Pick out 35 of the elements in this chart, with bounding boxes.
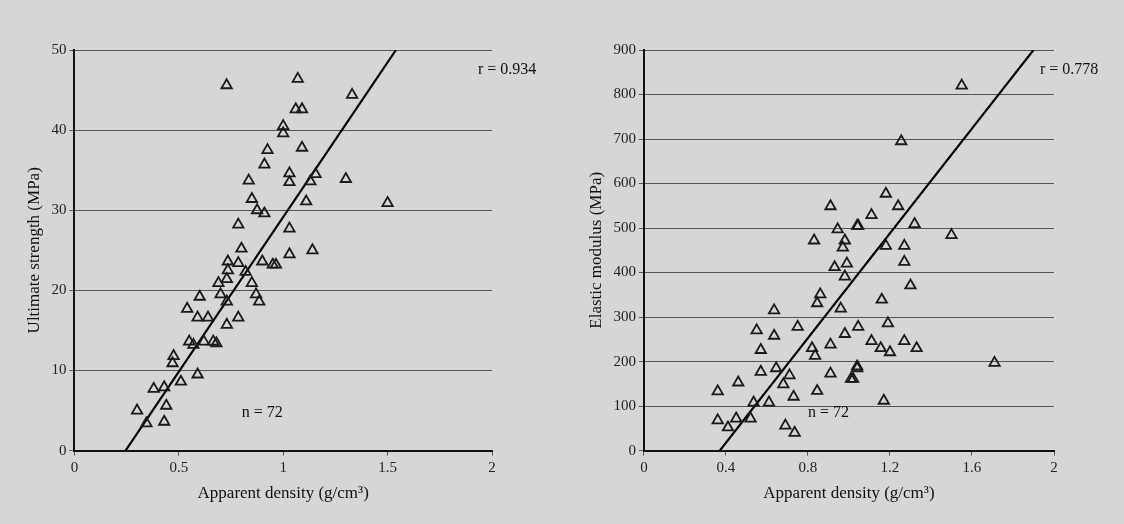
y-tick-label: 30 [51, 201, 67, 218]
annotation: n = 72 [241, 402, 283, 420]
y-tick-label: 20 [51, 281, 67, 298]
y-tick-label: 400 [613, 263, 636, 280]
annotation: r = 0.934 [478, 60, 537, 78]
y-tick-label: 300 [613, 308, 636, 324]
x-tick-label: 0.5 [169, 458, 189, 475]
y-axis-title: Ultimate strength (MPa) [23, 167, 43, 334]
x-tick-label: 1 [279, 458, 287, 475]
x-axis-title: Apparent density (g/cm³) [197, 483, 369, 503]
y-tick-label: 200 [613, 352, 636, 369]
y-axis-title: Elastic modulus (MPa) [585, 171, 605, 329]
y-tick-label: 40 [51, 121, 67, 138]
y-tick-label: 800 [613, 85, 636, 102]
x-axis-title: Apparent density (g/cm³) [763, 483, 935, 503]
y-tick-label: 10 [51, 361, 67, 378]
annotation: r = 0.778 [1040, 60, 1099, 78]
y-tick-label: 600 [613, 174, 636, 191]
x-tick-label: 2 [1050, 458, 1058, 475]
y-tick-label: 900 [613, 40, 636, 57]
x-tick-label: 1.5 [378, 458, 397, 475]
x-tick-label: 0.8 [798, 458, 818, 475]
y-tick-label: 0 [58, 441, 67, 458]
y-tick-label: 700 [613, 129, 636, 146]
x-tick-label: 0.4 [716, 458, 736, 475]
y-tick-label: 0 [628, 441, 636, 458]
x-tick-label: 2 [488, 458, 496, 475]
y-tick-label: 50 [51, 40, 67, 57]
x-tick-label: 0 [640, 458, 648, 475]
y-tick-label: 500 [613, 218, 636, 235]
x-tick-label: 1.2 [880, 458, 900, 475]
y-tick-label: 100 [613, 397, 636, 414]
annotation: n = 72 [807, 402, 849, 420]
x-tick-label: 1.6 [962, 458, 982, 475]
x-tick-label: 0 [70, 458, 79, 475]
